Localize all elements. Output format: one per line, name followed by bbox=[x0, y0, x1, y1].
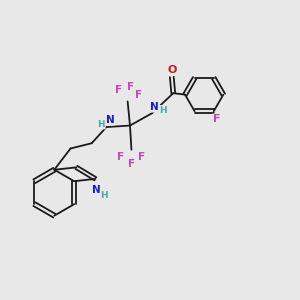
Text: N: N bbox=[92, 185, 101, 195]
Text: H: H bbox=[159, 106, 167, 115]
Text: O: O bbox=[167, 64, 176, 75]
Text: F: F bbox=[117, 152, 124, 162]
Text: F: F bbox=[138, 152, 145, 162]
Text: N: N bbox=[106, 115, 114, 125]
Text: F: F bbox=[127, 82, 134, 92]
Text: F: F bbox=[135, 90, 142, 100]
Text: F: F bbox=[213, 115, 220, 124]
Text: F: F bbox=[128, 159, 135, 169]
Text: N: N bbox=[150, 102, 159, 112]
Text: H: H bbox=[100, 191, 108, 200]
Text: F: F bbox=[115, 85, 122, 95]
Text: H: H bbox=[97, 120, 105, 129]
